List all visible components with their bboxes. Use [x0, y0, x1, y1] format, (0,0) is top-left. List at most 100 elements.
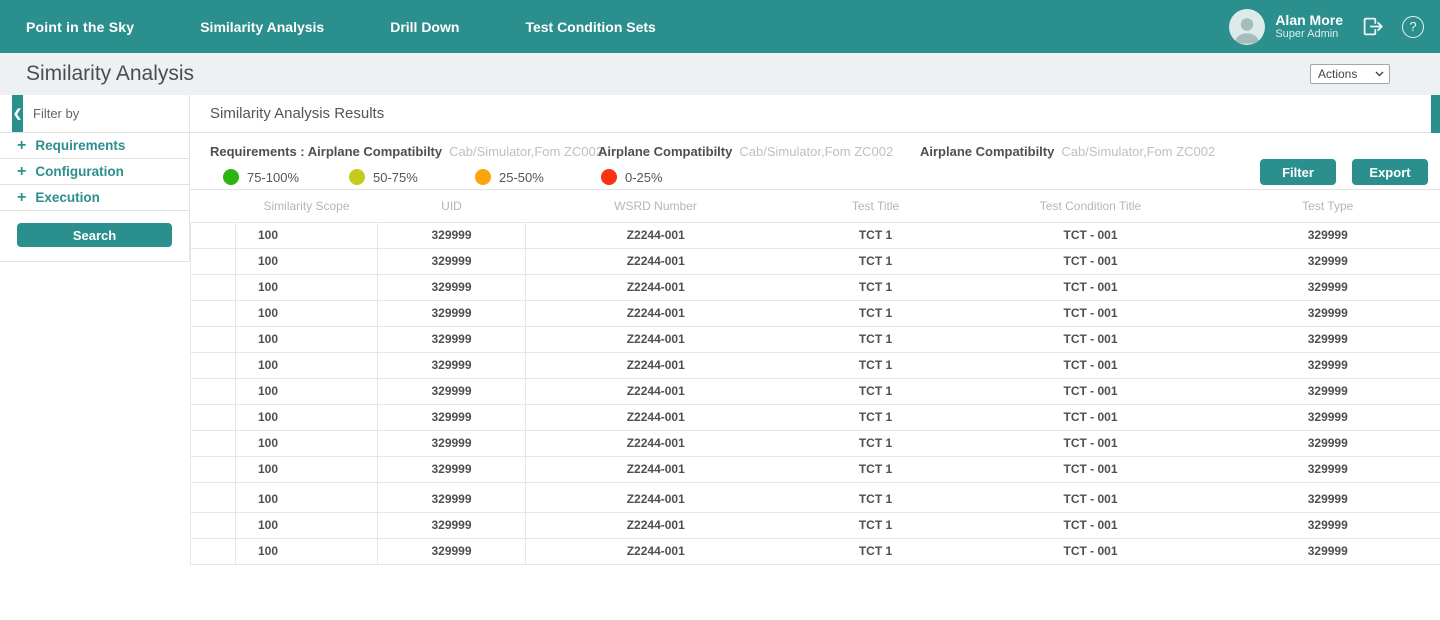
table-row[interactable]: 100 329999 Z2244-001 TCT 1 TCT - 001 329999	[190, 300, 1440, 327]
cell: 329999	[1215, 300, 1440, 327]
legend-dot-orange	[475, 169, 491, 185]
collapse-sidebar-button[interactable]: ❮	[12, 95, 23, 132]
cell: 100	[235, 274, 378, 301]
cell: 329999	[377, 248, 526, 275]
plus-icon: +	[17, 162, 27, 180]
cell: Z2244-001	[525, 248, 786, 275]
cell: Z2244-001	[525, 404, 786, 431]
cell: Z2244-001	[525, 512, 786, 539]
table-row[interactable]: 100 329999 Z2244-001 TCT 1 TCT - 001 329999	[190, 326, 1440, 353]
cell: TCT 1	[785, 512, 966, 539]
col-uid: UID	[441, 198, 462, 213]
table-row[interactable]: 100 329999 Z2244-001 TCT 1 TCT - 001 329999	[190, 512, 1440, 539]
nav-item-similarity-analysis[interactable]: Similarity Analysis	[200, 18, 325, 35]
cell: TCT - 001	[965, 456, 1216, 483]
col-test-type: Test Type	[1302, 198, 1354, 213]
table-row[interactable]: 100 329999 Z2244-001 TCT 1 TCT - 001 329999	[190, 274, 1440, 301]
export-button[interactable]: Export	[1352, 159, 1428, 185]
cell: 329999	[1215, 378, 1440, 405]
requirements-row: Requirements : Airplane Compatibilty Cab…	[210, 144, 1260, 159]
help-icon[interactable]: ?	[1402, 15, 1424, 38]
user-role: Super Admin	[1275, 28, 1339, 41]
cell: 329999	[377, 352, 526, 379]
cell: TCT 1	[785, 326, 966, 353]
search-button[interactable]: Search	[17, 223, 172, 247]
scrollbar-thumb[interactable]	[1431, 95, 1440, 133]
cell: TCT 1	[785, 222, 966, 249]
results-toolbar: Requirements : Airplane Compatibilty Cab…	[190, 133, 1440, 190]
cell: TCT 1	[785, 274, 966, 301]
col-similarity-scope: Similarity Scope	[263, 198, 350, 213]
cell: 100	[235, 456, 378, 483]
cell: TCT 1	[785, 248, 966, 275]
legend-item: 25-50%	[475, 169, 601, 185]
cell: 329999	[1215, 274, 1440, 301]
cell: TCT 1	[785, 300, 966, 327]
cell: Z2244-001	[525, 326, 786, 353]
col-test-condition-title: Test Condition Title	[1039, 198, 1142, 213]
cell: TCT - 001	[965, 300, 1216, 327]
similarity-legend: 75-100% 50-75% 25-50% 0-25%	[223, 169, 1260, 185]
table-row[interactable]: 100 329999 Z2244-001 TCT 1 TCT - 001 329999	[190, 538, 1440, 565]
sidebar-item-configuration[interactable]: + Configuration	[0, 159, 189, 185]
cell: 329999	[1215, 248, 1440, 275]
actions-dropdown[interactable]: Actions	[1310, 64, 1390, 84]
cell: 100	[235, 404, 378, 431]
cell: TCT - 001	[965, 404, 1216, 431]
table-row[interactable]: 100 329999 Z2244-001 TCT 1 TCT - 001 329999	[190, 404, 1440, 431]
table-row[interactable]: 100 329999 Z2244-001 TCT 1 TCT - 001 329999	[190, 456, 1440, 483]
user-menu[interactable]: Alan More Super Admin	[1229, 8, 1343, 45]
cell: TCT 1	[785, 352, 966, 379]
chevron-down-icon	[1375, 71, 1384, 77]
nav-item-test-condition-sets[interactable]: Test Condition Sets	[525, 18, 656, 35]
actions-dropdown-label: Actions	[1318, 67, 1358, 81]
results-table: Similarity Scope UID WSRD Number Test Ti…	[190, 190, 1440, 565]
cell: 100	[235, 248, 378, 275]
avatar	[1229, 8, 1266, 45]
cell: 329999	[1215, 222, 1440, 249]
cell: 329999	[377, 326, 526, 353]
legend-dot-red	[601, 169, 617, 185]
filter-button[interactable]: Filter	[1260, 159, 1336, 185]
cell: TCT - 001	[965, 326, 1216, 353]
cell: Z2244-001	[525, 486, 786, 513]
table-row[interactable]: 100 329999 Z2244-001 TCT 1 TCT - 001 329999	[190, 378, 1440, 405]
sidebar-item-requirements[interactable]: + Requirements	[0, 133, 189, 159]
cell: 100	[235, 300, 378, 327]
cell: Z2244-001	[525, 456, 786, 483]
sidebar-title: Filter by	[33, 106, 80, 121]
cell: TCT - 001	[965, 352, 1216, 379]
table-row[interactable]: 100 329999 Z2244-001 TCT 1 TCT - 001 329999	[190, 486, 1440, 513]
table-row[interactable]: 100 329999 Z2244-001 TCT 1 TCT - 001 329999	[190, 222, 1440, 249]
page-title: Similarity Analysis	[26, 62, 195, 85]
cell: 329999	[1215, 404, 1440, 431]
table-row[interactable]: 100 329999 Z2244-001 TCT 1 TCT - 001 329999	[190, 352, 1440, 379]
cell: TCT 1	[785, 378, 966, 405]
cell: TCT - 001	[965, 274, 1216, 301]
cell: 100	[235, 486, 378, 513]
cell: 329999	[1215, 456, 1440, 483]
cell: 329999	[377, 274, 526, 301]
table-row[interactable]: 100 329999 Z2244-001 TCT 1 TCT - 001 329999	[190, 248, 1440, 275]
cell: 100	[235, 378, 378, 405]
nav-item-drill-down[interactable]: Drill Down	[390, 18, 460, 35]
cell: TCT - 001	[965, 430, 1216, 457]
cell: 329999	[377, 404, 526, 431]
results-title: Similarity Analysis Results	[210, 105, 385, 122]
cell: TCT 1	[785, 430, 966, 457]
table-row[interactable]: 100 329999 Z2244-001 TCT 1 TCT - 001 329999	[190, 430, 1440, 457]
cell: 100	[235, 538, 378, 565]
cell: Z2244-001	[525, 352, 786, 379]
brand-link[interactable]: Point in the Sky	[26, 18, 135, 35]
top-navbar: Point in the Sky Similarity Analysis Dri…	[0, 0, 1440, 53]
sidebar-item-execution[interactable]: + Execution	[0, 185, 189, 211]
col-wsrd-number: WSRD Number	[614, 198, 697, 213]
cell: 329999	[1215, 352, 1440, 379]
requirement-group: Airplane Compatibilty Cab/Simulator,Fom …	[598, 144, 894, 159]
results-header: Similarity Analysis Results	[190, 95, 1440, 133]
cell: 100	[235, 326, 378, 353]
logout-icon[interactable]	[1359, 13, 1386, 40]
cell: TCT - 001	[965, 222, 1216, 249]
legend-item: 50-75%	[349, 169, 475, 185]
